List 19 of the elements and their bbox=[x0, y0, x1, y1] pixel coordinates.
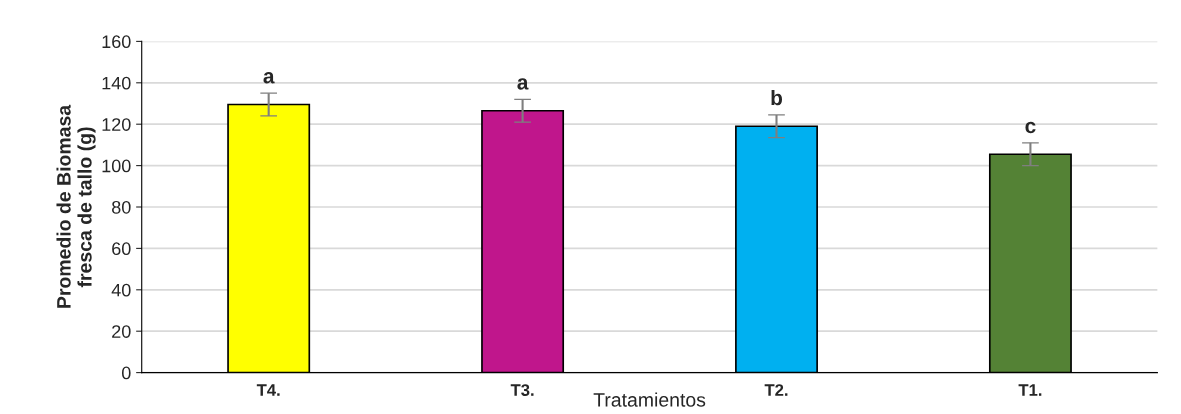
annotation: a bbox=[517, 78, 529, 90]
x-tick-label: T2. bbox=[764, 384, 788, 396]
x-tick-label: T4. bbox=[256, 384, 280, 396]
y-tick-label: 40 bbox=[111, 283, 131, 297]
y-axis-title: Promedio de Biomasa fresca de tallo (g) bbox=[56, 104, 96, 308]
y-tick-label: 160 bbox=[102, 35, 131, 49]
annotation: b bbox=[771, 89, 783, 106]
x-tick-label: T1. bbox=[1018, 384, 1042, 396]
y-tick-label: 100 bbox=[102, 159, 131, 173]
x-tick-label: T3. bbox=[510, 384, 534, 396]
annotation: c bbox=[1025, 121, 1036, 134]
y-tick-label: 0 bbox=[121, 366, 131, 380]
x-axis-title: Tratamientos bbox=[593, 392, 706, 407]
annotation: a bbox=[263, 72, 275, 84]
y-tick-label: 120 bbox=[102, 118, 131, 131]
y-tick-label: 140 bbox=[102, 76, 131, 90]
y-tick-label: 60 bbox=[112, 242, 131, 256]
y-tick-label: 20 bbox=[112, 325, 131, 338]
y-tick-label: 80 bbox=[112, 200, 131, 214]
